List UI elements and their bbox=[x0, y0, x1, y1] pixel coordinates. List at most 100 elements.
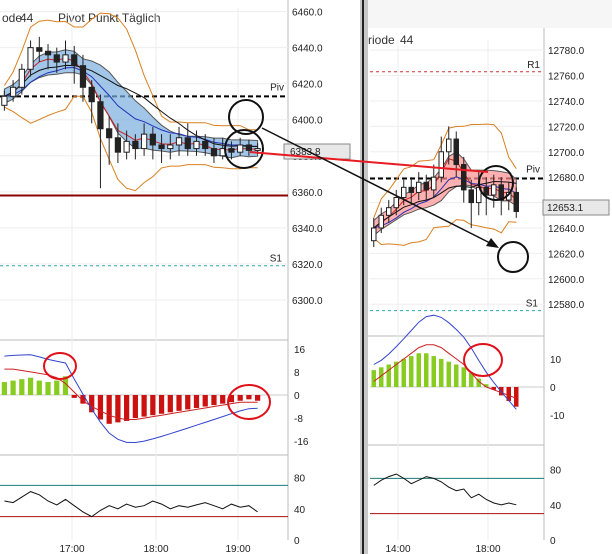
right-time-tick-label: 18:00 bbox=[475, 544, 500, 554]
right-macd-histogram-bar bbox=[469, 372, 474, 387]
left-candle-body bbox=[97, 101, 104, 130]
left-macd-histogram-bar bbox=[220, 395, 226, 404]
right-candle-body bbox=[401, 186, 407, 199]
left-slow-ma-line bbox=[4, 66, 258, 147]
right-price-tick-label: 12600.0 bbox=[548, 275, 585, 286]
left-current-price-label: 6383.8 bbox=[290, 147, 321, 158]
left-macd-histogram-bar bbox=[167, 395, 173, 413]
left-macd-histogram-bar bbox=[176, 395, 182, 411]
left-price-tick-label: 6420.0 bbox=[292, 80, 323, 91]
red-comparison-line bbox=[249, 151, 489, 173]
right-price-tick-label: 12720.0 bbox=[548, 122, 585, 133]
right-macd-series bbox=[370, 314, 544, 410]
right-macd-histogram-bar bbox=[454, 364, 459, 387]
right-header-period-label: riode bbox=[368, 33, 395, 47]
left-candle-body bbox=[88, 86, 95, 103]
left-macd-histogram-bar bbox=[193, 395, 200, 408]
left-annotation-circle-lower bbox=[224, 129, 264, 169]
left-candle-body bbox=[193, 140, 200, 150]
right-macd-tick-label: -10 bbox=[550, 411, 565, 422]
right-bollinger-lower bbox=[373, 219, 517, 246]
right-candle-body bbox=[491, 184, 497, 196]
right-price-tick-label: 12580.0 bbox=[548, 300, 585, 311]
left-price-tick-label: 6400.0 bbox=[292, 116, 323, 127]
left-price-series bbox=[1, 12, 261, 192]
right-macd-histogram-bar bbox=[424, 353, 429, 387]
left-macd-histogram-bar bbox=[19, 379, 25, 395]
left-macd-histogram-bar bbox=[62, 376, 69, 395]
left-candle-body bbox=[184, 137, 191, 150]
left-candle-body bbox=[106, 128, 113, 139]
right-candle-body bbox=[408, 186, 414, 193]
left-macd-annotation-circle-crossover bbox=[43, 352, 77, 380]
right-s1-label: S1 bbox=[526, 299, 539, 310]
right-macd-histogram-bar bbox=[439, 358, 444, 387]
right-price-tick-label: 12780.0 bbox=[548, 46, 585, 57]
left-stochastic-series bbox=[0, 484, 288, 518]
right-long-ma-line bbox=[373, 180, 517, 229]
left-candle-body bbox=[175, 137, 183, 146]
right-pivot-label: Piv bbox=[526, 164, 540, 175]
right-price-tick-label: 12640.0 bbox=[548, 224, 585, 235]
right-macd-line bbox=[373, 314, 517, 410]
left-candle-body bbox=[18, 68, 25, 88]
right-stochastic-line bbox=[373, 473, 517, 506]
left-macd-histogram-bar bbox=[132, 395, 138, 419]
left-macd-histogram-bar bbox=[202, 395, 208, 407]
right-macd-histogram-bar bbox=[514, 387, 519, 407]
left-candle-body bbox=[245, 144, 253, 151]
left-candle-body bbox=[79, 65, 87, 88]
right-stoch-tick-label: 80 bbox=[550, 466, 562, 477]
left-macd-annotation-circle-recent bbox=[227, 384, 271, 420]
left-price-tick-label: 6460.0 bbox=[292, 8, 323, 19]
annotation-arrow-head bbox=[486, 238, 499, 248]
left-header-period-label: ode bbox=[2, 11, 22, 25]
left-candle-body bbox=[71, 54, 78, 67]
left-macd-histogram-bar bbox=[115, 395, 121, 423]
left-candle-body bbox=[9, 86, 17, 97]
left-annotation-circle-upper bbox=[228, 99, 264, 135]
right-macd-histogram-bar bbox=[386, 364, 391, 387]
left-header-period-value: 44 bbox=[20, 11, 34, 25]
right-stochastic-series bbox=[370, 473, 544, 515]
right-macd-histogram-bar bbox=[371, 370, 376, 387]
left-chart: ode 44 Pivot Punkt Täglich Piv S1 6460.0 6… bbox=[0, 0, 360, 554]
left-candle-body bbox=[36, 47, 43, 52]
right-candle-body bbox=[416, 181, 422, 193]
left-candle-body bbox=[167, 144, 174, 150]
left-macd-histogram-bar bbox=[228, 395, 235, 403]
left-macd-histogram-bar bbox=[106, 395, 112, 424]
right-candle-body bbox=[431, 176, 437, 191]
left-stochastic-line bbox=[4, 491, 258, 518]
left-price-tick-label: 6320.0 bbox=[292, 260, 323, 271]
right-macd-histogram-bar bbox=[379, 367, 384, 387]
left-s1-label: S1 bbox=[270, 254, 283, 265]
right-candle-body bbox=[393, 197, 399, 209]
left-price-tick-label: 6440.0 bbox=[292, 44, 323, 55]
right-price-tick-label: 12680.0 bbox=[548, 173, 585, 184]
right-macd-signal-line bbox=[373, 344, 517, 399]
left-candle-body bbox=[44, 50, 52, 56]
left-price-tick-label: 6300.0 bbox=[292, 296, 323, 307]
left-candle-body bbox=[237, 144, 244, 153]
left-macd-histogram-bar bbox=[54, 380, 60, 395]
right-macd-histogram-bar bbox=[446, 361, 451, 387]
left-macd-histogram-bar bbox=[89, 395, 95, 413]
left-candle-body bbox=[140, 133, 148, 150]
left-price-tick-label: 6340.0 bbox=[292, 224, 323, 235]
right-current-price-label: 12653.1 bbox=[547, 203, 584, 214]
right-candle-body bbox=[386, 207, 392, 216]
right-price-tick-label: 12700.0 bbox=[548, 148, 585, 159]
left-macd-histogram-bar bbox=[158, 395, 165, 414]
right-price-tick-label: 12760.0 bbox=[548, 72, 585, 83]
left-pivot-levels: Piv S1 bbox=[0, 82, 288, 267]
left-long-ma-line bbox=[4, 64, 258, 147]
left-candle-body bbox=[202, 140, 209, 150]
left-chart-background bbox=[0, 0, 360, 554]
right-bollinger-upper bbox=[373, 123, 517, 218]
left-time-tick-label: 18:00 bbox=[143, 544, 168, 554]
left-macd-histogram-bar bbox=[71, 395, 77, 398]
right-macd-histogram-bar bbox=[401, 358, 406, 387]
left-candle-body bbox=[53, 54, 60, 63]
